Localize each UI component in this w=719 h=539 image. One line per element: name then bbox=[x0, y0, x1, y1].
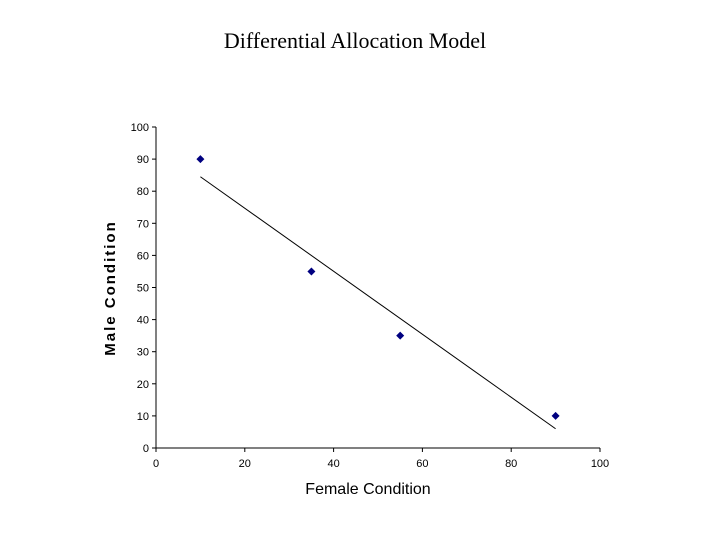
data-point-diamond bbox=[551, 411, 560, 420]
x-tick-label: 40 bbox=[327, 458, 339, 470]
y-tick-label: 30 bbox=[137, 347, 149, 359]
trendline bbox=[200, 176, 556, 430]
x-tick-label: 60 bbox=[416, 458, 428, 470]
x-tick-label: 20 bbox=[239, 458, 251, 470]
y-tick-label: 20 bbox=[137, 379, 149, 391]
x-axis-ticks: 0 20 40 60 80 100 bbox=[153, 448, 609, 470]
y-tick-label: 90 bbox=[137, 154, 149, 166]
y-tick-label: 40 bbox=[137, 315, 149, 327]
y-tick-label: 100 bbox=[131, 122, 149, 134]
y-axis-label: Male Condition bbox=[102, 220, 119, 356]
y-tick-label: 60 bbox=[137, 250, 149, 262]
y-tick-label: 70 bbox=[137, 218, 149, 230]
y-tick-label: 0 bbox=[143, 443, 149, 455]
x-tick-label: 0 bbox=[153, 458, 159, 470]
data-points bbox=[196, 155, 560, 420]
y-tick-label: 80 bbox=[137, 186, 149, 198]
x-axis-label: Female Condition bbox=[305, 481, 430, 498]
data-point-diamond bbox=[196, 155, 205, 164]
y-axis-ticks: 0 10 20 30 40 50 60 70 80 90 100 bbox=[131, 122, 156, 455]
plot-area: 0 10 20 30 40 50 60 70 80 90 100 0 20 40 60 80 100 bbox=[131, 122, 610, 470]
x-tick-label: 100 bbox=[591, 458, 609, 470]
data-point-diamond bbox=[307, 267, 316, 276]
chart-title: Differential Allocation Model bbox=[224, 28, 486, 53]
y-tick-label: 50 bbox=[137, 283, 149, 295]
x-tick-label: 80 bbox=[505, 458, 517, 470]
data-point-diamond bbox=[396, 331, 405, 340]
y-tick-label: 10 bbox=[137, 411, 149, 423]
